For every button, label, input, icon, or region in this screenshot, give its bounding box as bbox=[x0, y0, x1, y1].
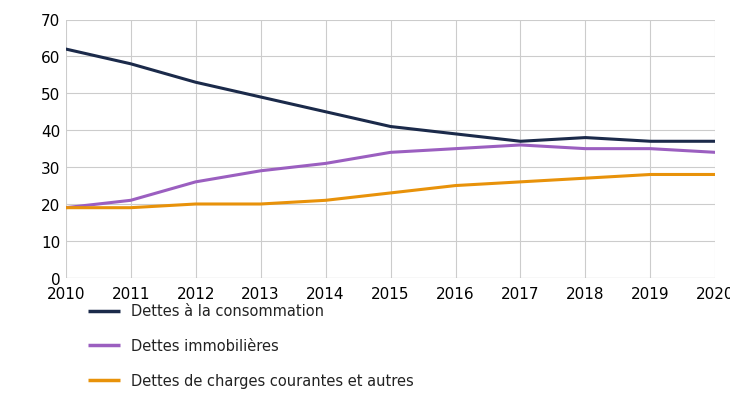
Text: Dettes immobilières: Dettes immobilières bbox=[131, 338, 279, 353]
Text: Dettes à la consommation: Dettes à la consommation bbox=[131, 303, 324, 318]
Text: Dettes de charges courantes et autres: Dettes de charges courantes et autres bbox=[131, 373, 414, 388]
